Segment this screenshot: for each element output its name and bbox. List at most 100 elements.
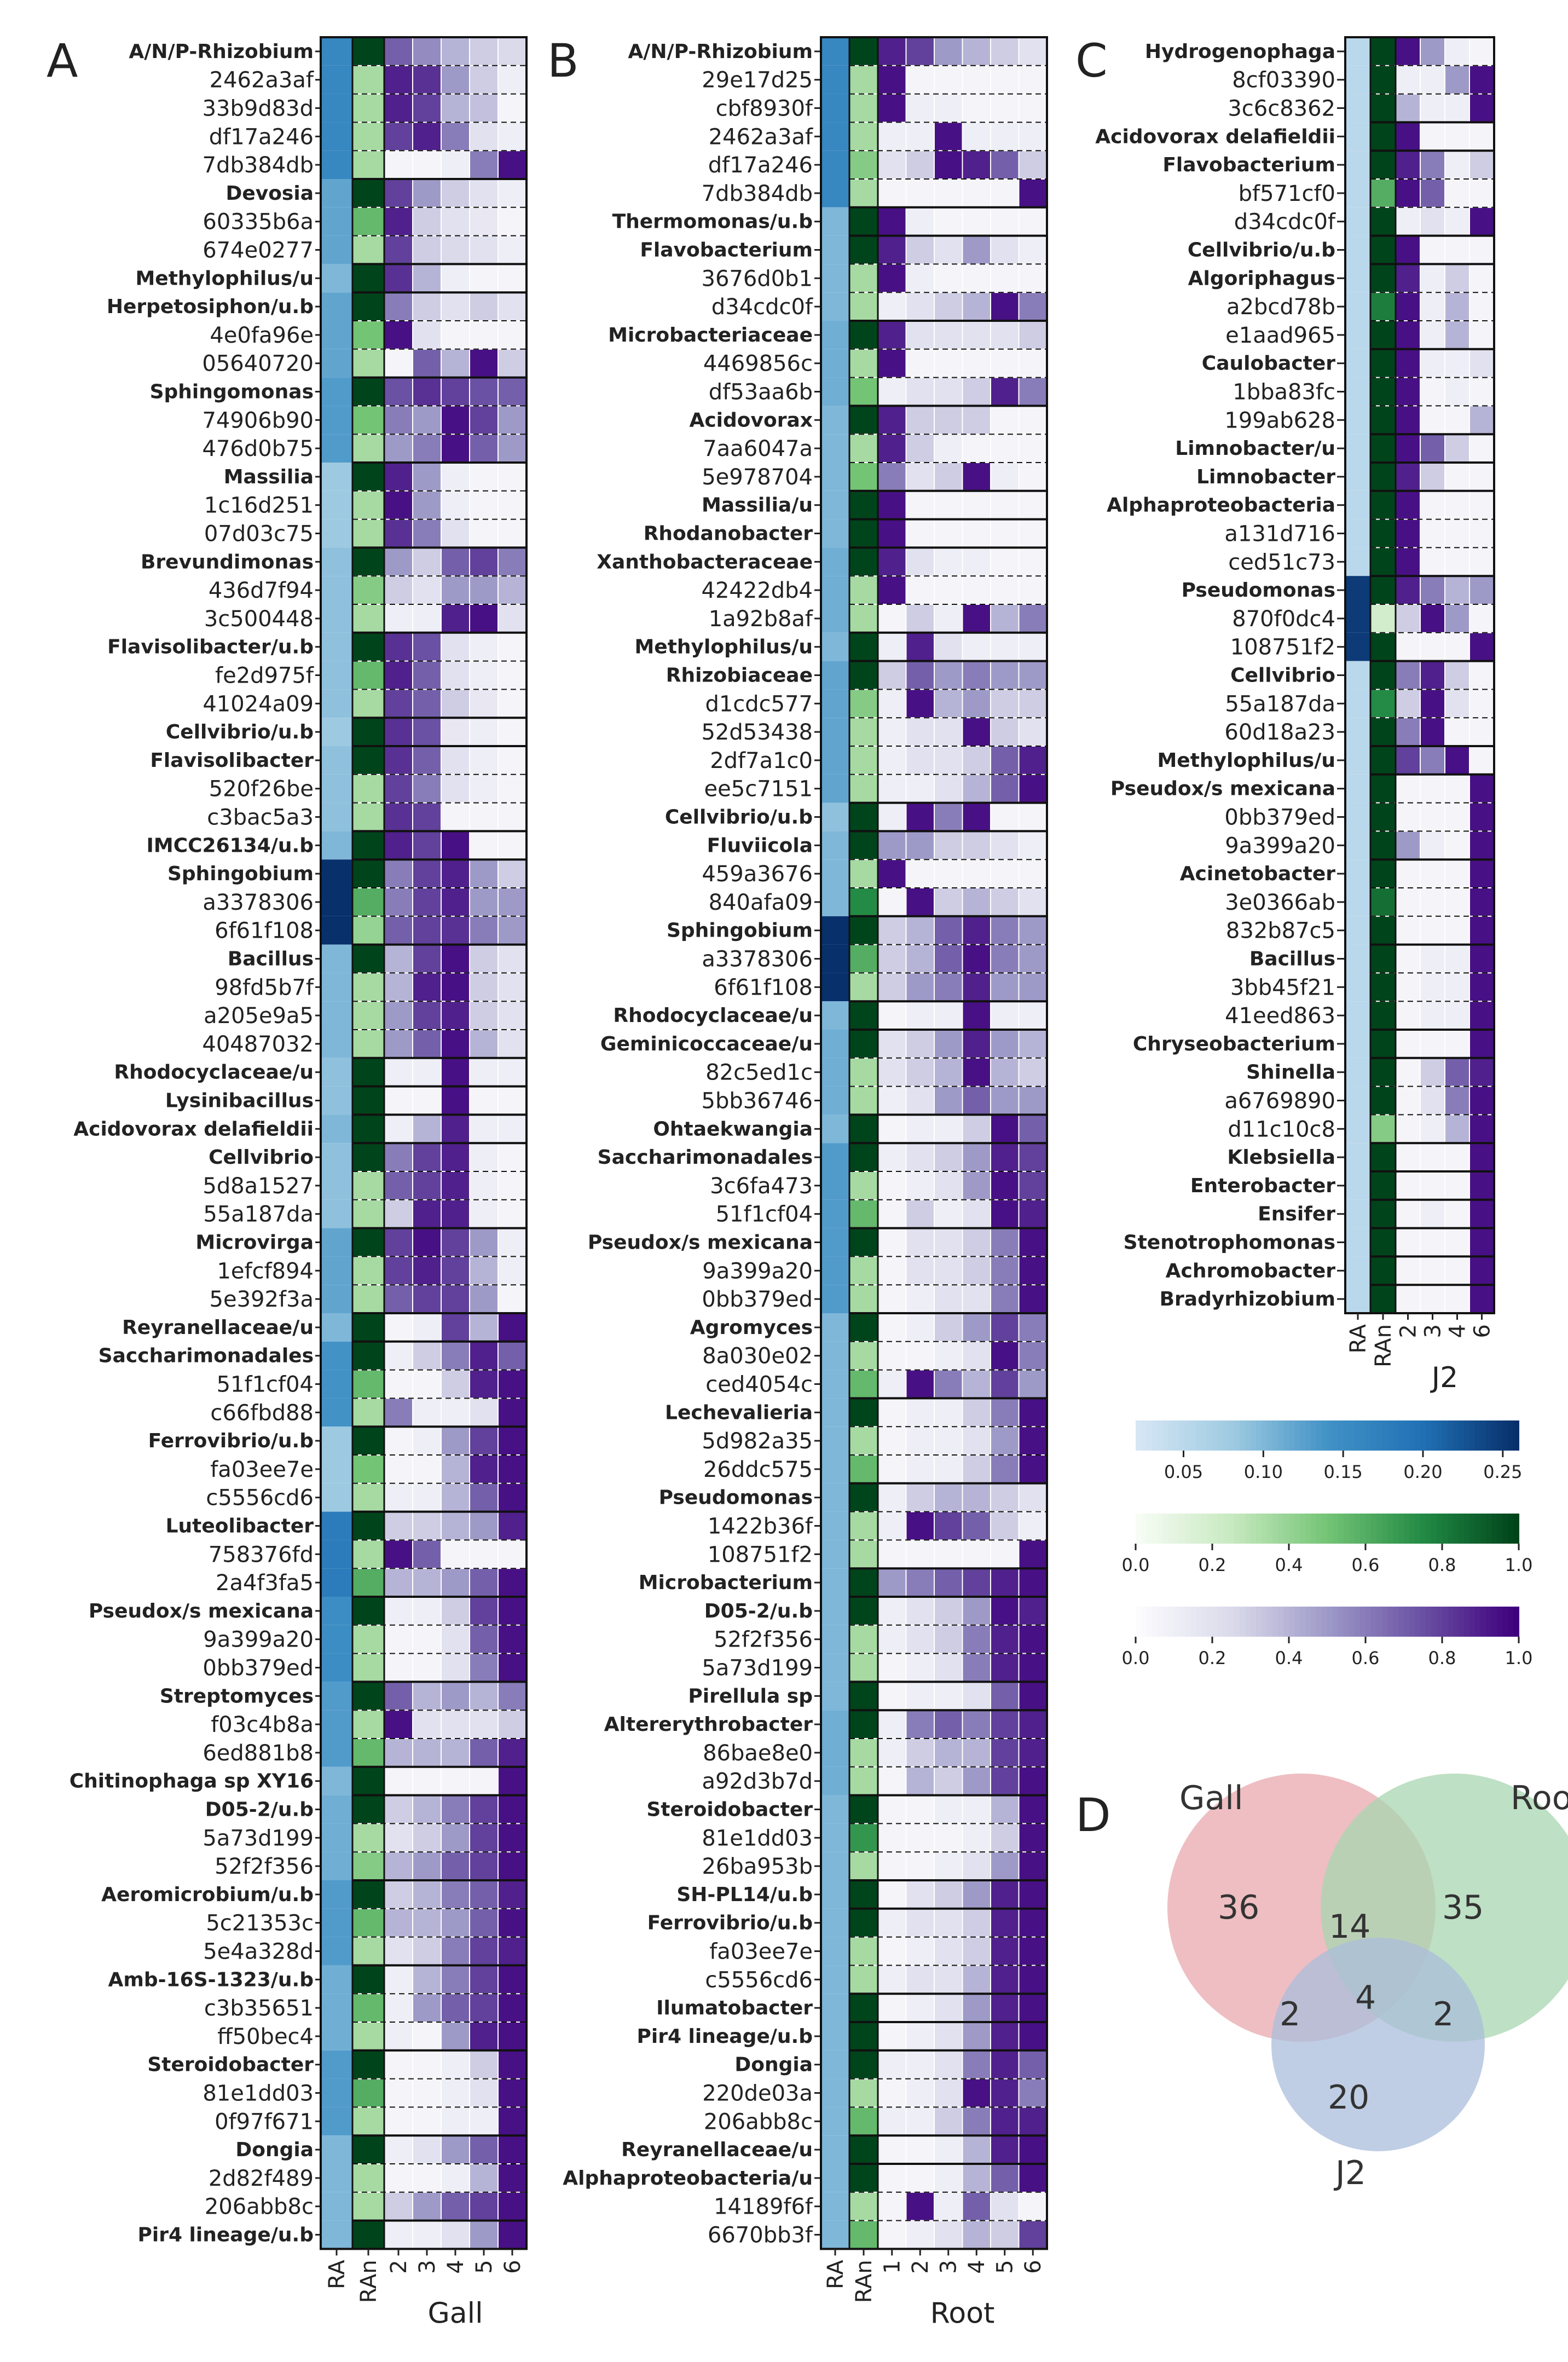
heat-cell: [906, 2136, 934, 2163]
heat-cell: [385, 1285, 412, 1313]
ran-cell: [353, 1002, 384, 1029]
heat-cell: [442, 1030, 469, 1058]
ra-cell: [321, 463, 352, 491]
heat-cell: [1019, 1540, 1046, 1568]
heat-cell: [470, 66, 497, 94]
heat-cell: [906, 803, 934, 831]
heat-cell: [935, 1483, 962, 1511]
heat-cell: [413, 2051, 441, 2078]
heat-cell: [385, 1172, 412, 1199]
ra-cell: [821, 292, 849, 321]
heat-cell: [878, 491, 906, 519]
heat-cell: [499, 1200, 526, 1228]
ran-cell: [850, 378, 877, 406]
heat-cell: [499, 1654, 526, 1682]
ra-cell: [821, 1171, 849, 1200]
heat-cell: [442, 1881, 469, 1908]
heat-cell: [878, 718, 906, 746]
ra-cell: [821, 1766, 849, 1795]
heat-cell: [499, 747, 526, 774]
ra-cell: [821, 1001, 849, 1030]
colorbar-segment: [1426, 1607, 1432, 1637]
asv-label: 2462a3af: [709, 124, 813, 149]
heat-cell: [1396, 1087, 1420, 1114]
taxon-label: Pseudox/s mexicana: [89, 1600, 314, 1622]
heat-cell: [442, 1228, 469, 1256]
heat-cell: [385, 66, 412, 94]
colorbar-tick-label: 0.0: [1122, 1648, 1150, 1668]
heat-cell: [442, 151, 469, 178]
heat-cell: [1019, 2079, 1046, 2107]
heat-cell: [1019, 888, 1046, 916]
heat-cell: [1470, 236, 1494, 264]
ra-cell: [321, 179, 352, 207]
taxon-label: Limnobacter/u: [1175, 437, 1335, 460]
heat-cell: [385, 2164, 412, 2192]
heat-cell: [442, 1852, 469, 1880]
asv-label: 07d03c75: [204, 522, 314, 547]
heat-cell: [906, 1852, 934, 1880]
heat-cell: [935, 463, 962, 490]
ra-cell: [1345, 802, 1370, 831]
ran-cell: [353, 1852, 384, 1880]
heat-cell: [1421, 1285, 1444, 1313]
colorbar-segment: [1508, 1607, 1514, 1637]
ra-cell: [821, 1908, 849, 1937]
heat-cell: [413, 1370, 441, 1398]
ran-cell: [353, 888, 384, 916]
heat-cell: [878, 2136, 906, 2163]
asv-label: 5d982a35: [702, 1429, 813, 1454]
ran-cell: [850, 1994, 877, 2022]
heat-cell: [963, 1540, 990, 1568]
heat-cell: [878, 1909, 906, 1937]
asv-label: 9a399a20: [702, 1258, 813, 1284]
taxon-label: Dongia: [734, 2054, 813, 2076]
heat-cell: [442, 1767, 469, 1795]
heat-cell: [385, 378, 412, 406]
heat-cell: [991, 1540, 1019, 1568]
heat-cell: [442, 1399, 469, 1427]
heat-cell: [499, 690, 526, 718]
ra-cell: [321, 321, 352, 349]
heat-cell: [1445, 576, 1469, 604]
colorbar-segment: [1475, 1420, 1481, 1451]
heat-cell: [878, 94, 906, 122]
venn-circle-j2: [1271, 1938, 1485, 2151]
heat-cell: [963, 1739, 990, 1766]
heat-cell: [385, 973, 412, 1001]
heat-cell: [442, 1456, 469, 1483]
colorbar-segment: [1420, 1607, 1426, 1637]
ra-cell: [821, 1086, 849, 1115]
heat-cell: [1470, 207, 1494, 235]
heat-cell: [442, 1087, 469, 1114]
heat-cell: [906, 690, 934, 718]
ra-cell: [321, 1597, 352, 1625]
heat-cell: [963, 66, 990, 94]
colorbar-segment: [1491, 1514, 1497, 1544]
asv-label: 199ab628: [1224, 408, 1335, 433]
heat-cell: [1445, 519, 1469, 547]
colorbar-segment: [1426, 1514, 1432, 1544]
ran-cell: [850, 1824, 877, 1852]
taxon-label: Brevundimonas: [141, 551, 314, 573]
heat-cell: [470, 1767, 497, 1795]
heat-cell: [906, 1795, 934, 1823]
col-label: RA: [823, 2260, 848, 2289]
asv-label: 840afa09: [709, 890, 813, 915]
ra-cell: [1345, 292, 1370, 321]
colorbar-segment: [1371, 1514, 1377, 1544]
ra-cell: [1345, 1285, 1370, 1313]
heat-cell: [442, 2079, 469, 2107]
ran-cell: [353, 151, 384, 178]
ran-cell: [1371, 293, 1395, 320]
ra-cell: [821, 377, 849, 406]
ran-cell: [353, 605, 384, 632]
ra-cell: [821, 1540, 849, 1569]
heat-cell: [385, 576, 412, 604]
ra-cell: [321, 2107, 352, 2136]
heat-cell: [442, 2107, 469, 2135]
ra-cell: [821, 2164, 849, 2192]
heat-cell: [1421, 491, 1444, 519]
asv-label: 220de03a: [702, 2081, 813, 2106]
colorbar-segment: [1376, 1514, 1382, 1544]
